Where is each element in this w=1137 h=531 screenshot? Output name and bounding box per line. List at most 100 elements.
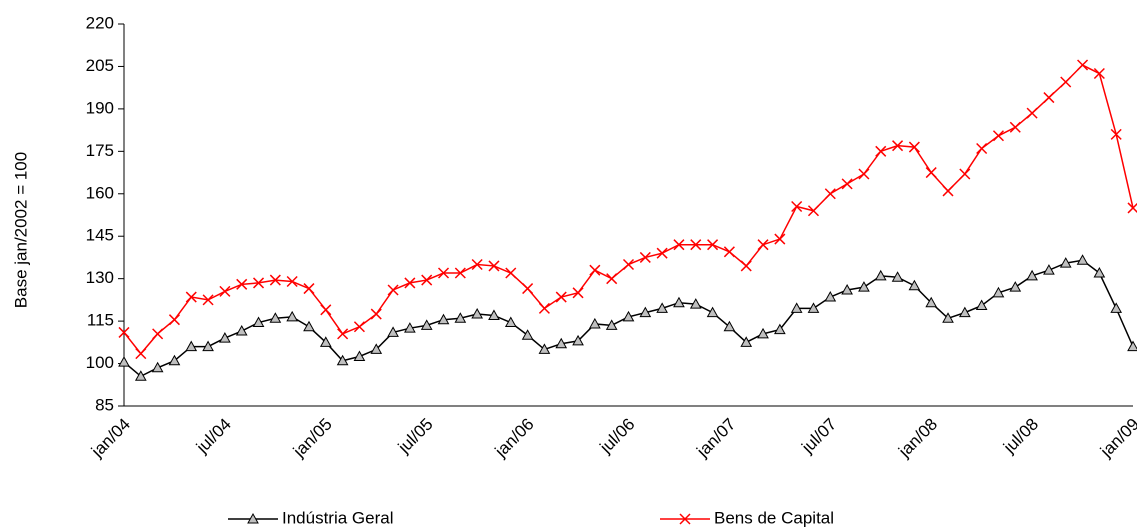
y-tick-label: 85 — [95, 395, 114, 414]
marker — [370, 308, 382, 320]
marker — [420, 319, 433, 330]
marker — [572, 287, 584, 299]
marker — [253, 277, 265, 289]
marker — [858, 281, 870, 292]
marker — [202, 340, 214, 352]
x-tick-label: jan/04 — [87, 415, 134, 462]
marker — [303, 283, 315, 295]
y-tick-label: 205 — [86, 56, 114, 75]
marker — [387, 284, 399, 296]
marker — [908, 279, 921, 291]
marker — [118, 356, 130, 367]
marker — [555, 337, 568, 349]
marker — [572, 334, 584, 346]
marker — [992, 130, 1005, 142]
marker — [892, 140, 904, 152]
marker — [976, 142, 988, 155]
marker — [1110, 302, 1123, 313]
marker — [925, 167, 937, 179]
x-tick-label: jan/06 — [491, 415, 538, 462]
marker — [1076, 254, 1089, 265]
marker — [235, 324, 248, 336]
marker — [219, 332, 231, 343]
marker — [690, 239, 702, 251]
marker — [1026, 107, 1038, 119]
marker — [488, 260, 500, 272]
marker — [891, 271, 904, 282]
marker — [421, 274, 433, 286]
marker — [807, 302, 820, 313]
marker — [673, 239, 685, 251]
marker — [942, 312, 954, 323]
marker — [505, 267, 517, 279]
x-tick-label: jul/05 — [394, 415, 437, 458]
marker — [319, 336, 332, 347]
marker — [622, 258, 635, 271]
marker — [404, 322, 416, 333]
marker — [1043, 264, 1055, 275]
y-tick-label: 100 — [86, 353, 114, 372]
y-tick-label: 115 — [87, 311, 114, 330]
legend-marker — [247, 512, 259, 524]
marker — [555, 291, 567, 303]
marker — [286, 275, 298, 288]
marker — [992, 286, 1005, 298]
marker — [236, 278, 248, 290]
marker — [521, 329, 534, 340]
marker — [370, 343, 383, 354]
y-tick-label: 130 — [86, 268, 114, 287]
marker — [134, 370, 147, 381]
marker — [471, 258, 483, 271]
marker — [538, 343, 551, 354]
marker — [757, 239, 769, 251]
marker — [790, 302, 803, 313]
marker — [454, 267, 466, 279]
marker — [168, 314, 180, 326]
marker — [185, 340, 198, 352]
legend-label: Bens de Capital — [714, 508, 834, 527]
marker — [639, 251, 651, 263]
marker — [151, 361, 164, 373]
marker — [1059, 257, 1072, 268]
marker — [706, 306, 719, 318]
x-tick-label: jul/06 — [596, 415, 639, 458]
marker — [1110, 128, 1122, 140]
marker — [437, 267, 450, 279]
marker — [471, 308, 483, 319]
marker — [1043, 92, 1055, 104]
x-tick-label: jul/04 — [192, 415, 235, 458]
marker — [605, 319, 618, 330]
marker — [336, 354, 349, 366]
marker — [168, 354, 181, 366]
x-tick-label: jan/08 — [894, 415, 941, 462]
marker — [152, 328, 164, 340]
marker — [723, 246, 735, 258]
marker — [219, 285, 231, 297]
legend-marker — [679, 513, 691, 525]
marker — [589, 264, 601, 276]
marker — [454, 312, 467, 323]
marker — [925, 296, 938, 308]
marker — [875, 145, 887, 157]
y-tick-label: 220 — [86, 13, 114, 32]
marker — [774, 323, 786, 335]
marker — [606, 273, 618, 285]
marker — [118, 326, 130, 338]
marker — [908, 141, 920, 153]
marker — [1127, 340, 1137, 352]
marker — [689, 298, 702, 309]
marker — [135, 348, 147, 360]
x-tick-label: jul/08 — [999, 415, 1042, 458]
marker — [1009, 121, 1021, 133]
y-tick-label: 160 — [86, 183, 114, 202]
marker — [740, 260, 752, 272]
marker — [303, 320, 315, 332]
x-tick-label: jul/07 — [797, 415, 840, 458]
marker — [252, 316, 265, 328]
marker — [656, 247, 668, 259]
marker — [320, 304, 332, 316]
marker — [589, 317, 601, 329]
x-tick-label: jan/09 — [1096, 415, 1137, 462]
x-tick-label: jan/05 — [289, 415, 336, 462]
